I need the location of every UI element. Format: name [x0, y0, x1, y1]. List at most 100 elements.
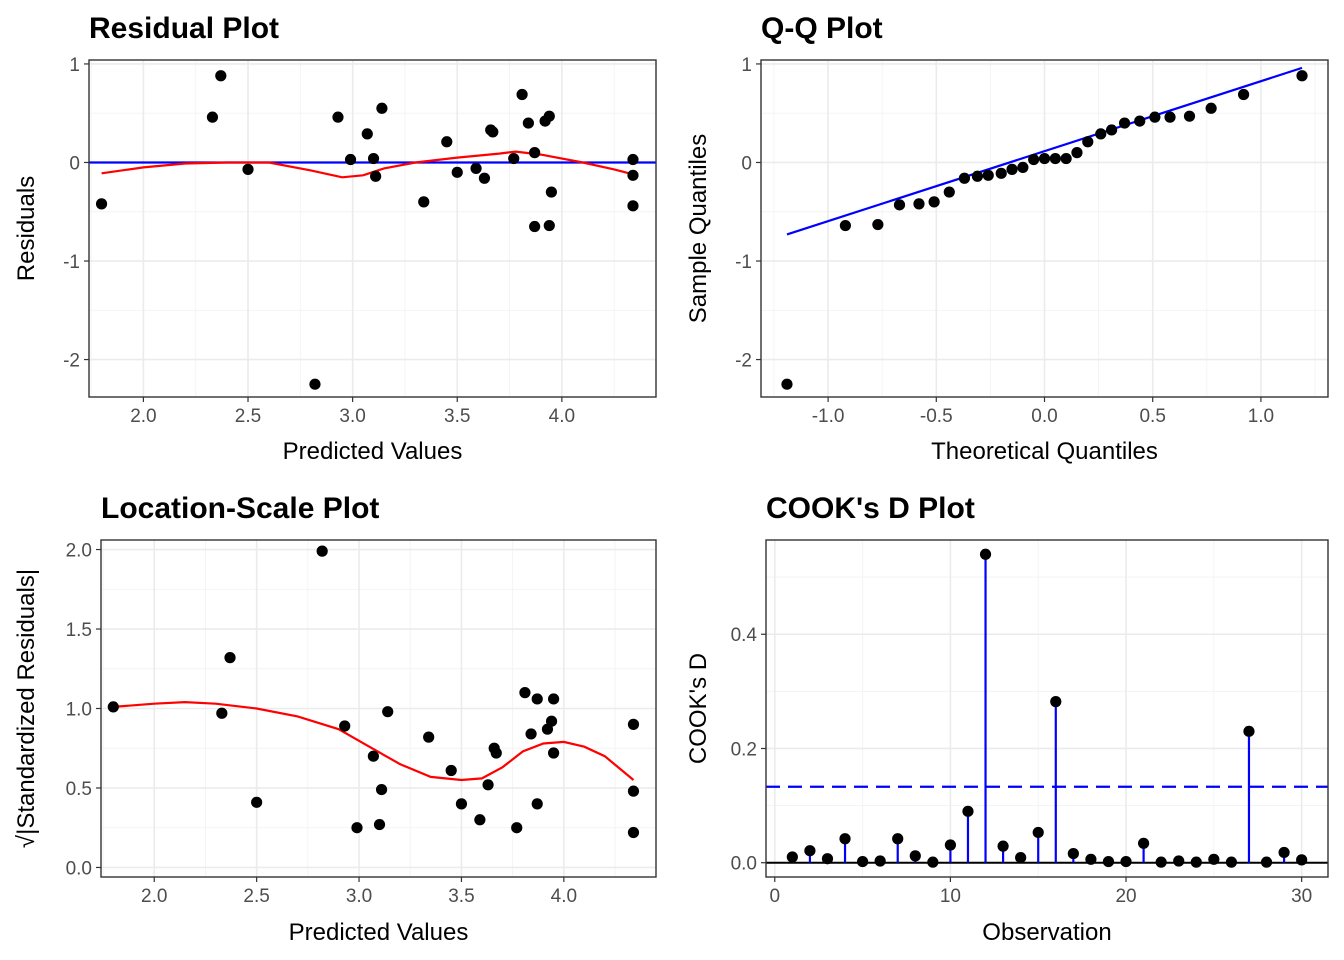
- data-point: [543, 110, 555, 122]
- cooks-point: [1120, 855, 1132, 868]
- plot-title: COOK's D Plot: [766, 492, 975, 525]
- data-point: [982, 169, 994, 181]
- cooks-point: [1225, 856, 1238, 868]
- data-point: [418, 196, 430, 208]
- data-point: [373, 818, 386, 831]
- y-axis-label: Sample Quantiles: [685, 134, 712, 323]
- y-tick-label: 1.5: [66, 620, 92, 641]
- data-point: [1205, 102, 1217, 114]
- data-point: [470, 162, 482, 174]
- cooks-point: [1067, 847, 1079, 860]
- x-tick-label: 4.0: [551, 886, 577, 907]
- data-point: [1105, 124, 1118, 136]
- data-point: [627, 169, 639, 181]
- cooks-point: [804, 845, 816, 857]
- data-point: [1183, 110, 1196, 122]
- data-point: [1038, 152, 1051, 165]
- data-point: [361, 128, 373, 140]
- data-point: [516, 88, 528, 101]
- y-axis-label: Residuals: [13, 176, 40, 281]
- cooks-point: [1137, 837, 1150, 849]
- plot-title: Location-Scale Plot: [101, 492, 379, 525]
- plot-area: [781, 66, 1308, 390]
- data-point: [519, 687, 531, 699]
- y-tick-label: 0: [69, 153, 80, 174]
- data-point: [545, 186, 557, 198]
- x-tick-label: 10: [940, 886, 961, 907]
- cooks-point: [821, 853, 834, 865]
- y-tick-label: 1.0: [66, 700, 92, 721]
- x-tick-label: 20: [1115, 886, 1136, 907]
- cooks-point: [927, 856, 939, 868]
- data-point: [531, 693, 543, 705]
- data-point: [487, 126, 499, 138]
- data-point: [445, 764, 457, 777]
- cooks-point: [1243, 725, 1255, 737]
- x-tick-label: -1.0: [812, 406, 845, 427]
- plot-area: [766, 548, 1328, 868]
- cooks-point: [1050, 696, 1062, 708]
- data-point: [1134, 115, 1146, 127]
- y-tick-label: 0.2: [731, 739, 757, 760]
- x-tick-label: 2.5: [243, 886, 269, 907]
- cooks-point: [962, 805, 974, 817]
- data-point: [893, 199, 906, 211]
- data-point: [508, 152, 520, 165]
- data-point: [872, 218, 884, 231]
- x-tick-label: 3.0: [346, 886, 372, 907]
- data-point: [370, 170, 382, 182]
- cooks-point: [997, 840, 1009, 852]
- x-tick-label: 0.0: [1031, 406, 1057, 427]
- data-point: [943, 186, 955, 198]
- cooks-point: [874, 855, 886, 867]
- data-point: [1095, 128, 1107, 140]
- y-tick-label: 2.0: [66, 541, 92, 562]
- y-tick-label: 0.4: [731, 625, 758, 646]
- data-point: [1017, 161, 1029, 174]
- data-point: [423, 731, 435, 743]
- data-point: [1237, 88, 1250, 101]
- data-point: [1118, 117, 1131, 129]
- data-point: [781, 378, 793, 390]
- cooks-point: [1155, 856, 1167, 868]
- y-tick-label: -1: [63, 252, 80, 273]
- plot-background: [89, 60, 656, 397]
- x-tick-label: 0: [769, 886, 780, 907]
- cooks-point: [839, 833, 851, 845]
- y-tick-label: 0.0: [66, 858, 92, 879]
- data-point: [441, 136, 453, 148]
- data-point: [382, 706, 394, 718]
- data-point: [529, 147, 541, 159]
- x-axis-label: Theoretical Quantiles: [931, 438, 1158, 465]
- loess-smooth-line: [101, 150, 634, 179]
- y-tick-label: 0: [741, 153, 752, 174]
- x-tick-label: 3.0: [339, 406, 365, 427]
- x-axis-label: Predicted Values: [283, 438, 463, 465]
- cooks-d-plot-panel: 0 10 20 30 0.0 0.2 0.4 COOK's D Plot Observation…: [685, 492, 1329, 946]
- qq-plot-panel: -1.0 -0.5 0.0 0.5 1.0 -2 -1 0 1 Q-Q Plot Theoretic…: [685, 12, 1329, 465]
- data-point: [627, 200, 639, 212]
- data-point: [1049, 152, 1061, 165]
- data-point: [309, 378, 321, 390]
- data-point: [971, 170, 984, 182]
- data-point: [367, 750, 379, 762]
- data-point: [511, 822, 523, 834]
- plot-area: [107, 545, 640, 839]
- data-point: [451, 166, 463, 178]
- data-point: [344, 153, 357, 166]
- cooks-point: [1296, 854, 1308, 866]
- data-point: [482, 779, 494, 791]
- y-tick-label: -2: [735, 351, 752, 372]
- data-point: [958, 172, 971, 184]
- plot-title: Residual Plot: [89, 12, 279, 45]
- cooks-point: [1208, 853, 1220, 865]
- data-point: [548, 747, 560, 759]
- data-point: [627, 718, 640, 730]
- data-point: [351, 822, 363, 834]
- x-tick-label: 4.0: [549, 406, 575, 427]
- data-point: [913, 198, 925, 210]
- y-axis-label: COOK's D: [685, 653, 712, 764]
- plot-area: [89, 70, 656, 390]
- data-point: [627, 153, 639, 166]
